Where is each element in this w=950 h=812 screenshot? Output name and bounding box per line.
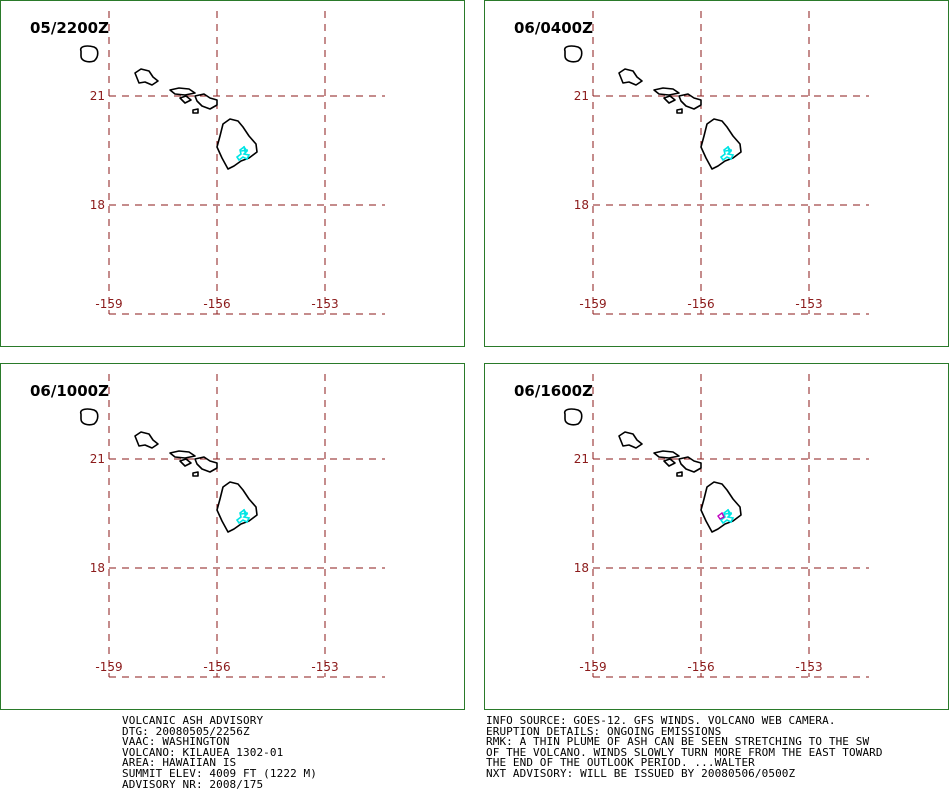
hawaii-big-island (216, 118, 258, 170)
longitude-label: -159 (579, 297, 606, 311)
panel-time-label: 06/1000Z (30, 382, 109, 400)
molokai-island (653, 450, 680, 459)
molokai-island (653, 87, 680, 96)
longitude-label: -156 (203, 660, 230, 674)
longitude-label: -156 (687, 297, 714, 311)
latitude-label: 21 (574, 89, 589, 103)
lanai-island (663, 458, 676, 467)
panel-time-label: 05/2200Z (30, 19, 109, 37)
longitude-label: -159 (579, 660, 606, 674)
advisory-line: OF THE VOLCANO. WINDS SLOWLY TURN MORE F… (486, 745, 883, 759)
lanai-island (663, 95, 676, 104)
niihau-kauai-island (563, 408, 583, 426)
maui-island (678, 93, 702, 110)
hawaii-big-island (700, 118, 742, 170)
oahu-island (134, 431, 159, 449)
maui-island (194, 93, 218, 110)
hawaii-big-island (216, 481, 258, 533)
advisory-line: INFO SOURCE: GOES-12. GFS WINDS. VOLCANO… (486, 714, 836, 727)
advisory-line: VOLCANO: KILAUEA 1302-01 (122, 745, 284, 759)
latitude-label: 18 (574, 198, 589, 212)
kahoolawe-island (676, 471, 683, 477)
advisory-details-block: INFO SOURCE: GOES-12. GFS WINDS. VOLCANO… (486, 714, 948, 780)
forecast-panel-4: 21 18 -159 -156 -153 06/1600Z (484, 363, 949, 710)
advisory-line: DTG: 20080505/2256Z (122, 724, 250, 738)
advisory-line: NXT ADVISORY: WILL BE ISSUED BY 20080506… (486, 766, 796, 780)
lanai-island (179, 458, 192, 467)
panel-time-label: 06/1600Z (514, 382, 593, 400)
advisory-line: AREA: HAWAIIAN IS (122, 756, 237, 770)
panel-time-label: 06/0400Z (514, 19, 593, 37)
ash-forecast-area (717, 511, 725, 520)
advisory-line: VOLCANIC ASH ADVISORY (122, 714, 264, 727)
oahu-island (618, 431, 643, 449)
map-canvas: 21 18 -159 -156 -153 (563, 374, 869, 678)
maui-island (678, 456, 702, 473)
latitude-label: 18 (574, 561, 589, 575)
advisory-line: RMK: A THIN PLUME OF ASH CAN BE SEEN STR… (486, 735, 870, 749)
ash-plume (235, 145, 251, 162)
ash-plume (235, 508, 251, 525)
forecast-panel-1: 21 18 -159 -156 -153 05/2200Z (0, 0, 465, 347)
longitude-label: -153 (795, 660, 822, 674)
kahoolawe-island (192, 471, 199, 477)
longitude-label: -159 (95, 297, 122, 311)
oahu-island (618, 68, 643, 86)
longitude-label: -156 (687, 660, 714, 674)
advisory-line: THE END OF THE OUTLOOK PERIOD. ...WALTER (486, 756, 755, 770)
latitude-label: 18 (90, 198, 105, 212)
lanai-island (179, 95, 192, 104)
ash-plume (717, 508, 735, 525)
latitude-label: 21 (90, 89, 105, 103)
map-canvas: 21 18 -159 -156 -153 (79, 374, 385, 678)
kahoolawe-island (192, 108, 199, 114)
advisory-line: ERUPTION DETAILS: ONGOING EMISSIONS (486, 724, 722, 738)
latitude-label: 21 (90, 452, 105, 466)
latitude-label: 21 (574, 452, 589, 466)
niihau-kauai-island (79, 408, 99, 426)
niihau-kauai-island (79, 45, 99, 63)
advisory-line: ADVISORY NR: 2008/175 (122, 777, 264, 791)
forecast-panel-2: 21 18 -159 -156 -153 06/0400Z (484, 0, 949, 347)
advisory-line: SUMMIT ELEV: 4009 FT (1222 M) (122, 766, 317, 780)
latitude-label: 18 (90, 561, 105, 575)
advisory-header-block: VOLCANIC ASH ADVISORY DTG: 20080505/2256… (122, 714, 462, 791)
longitude-label: -159 (95, 660, 122, 674)
longitude-label: -153 (311, 660, 338, 674)
longitude-label: -156 (203, 297, 230, 311)
longitude-label: -153 (311, 297, 338, 311)
molokai-island (169, 87, 196, 96)
advisory-line: VAAC: WASHINGTON (122, 735, 230, 749)
molokai-island (169, 450, 196, 459)
map-canvas: 21 18 -159 -156 -153 (563, 11, 869, 315)
maui-island (194, 456, 218, 473)
hawaii-big-island (700, 481, 742, 533)
map-canvas: 21 18 -159 -156 -153 (79, 11, 385, 315)
longitude-label: -153 (795, 297, 822, 311)
kahoolawe-island (676, 108, 683, 114)
niihau-kauai-island (563, 45, 583, 63)
forecast-panel-3: 21 18 -159 -156 -153 06/1000Z (0, 363, 465, 710)
oahu-island (134, 68, 159, 86)
ash-plume (719, 145, 735, 162)
